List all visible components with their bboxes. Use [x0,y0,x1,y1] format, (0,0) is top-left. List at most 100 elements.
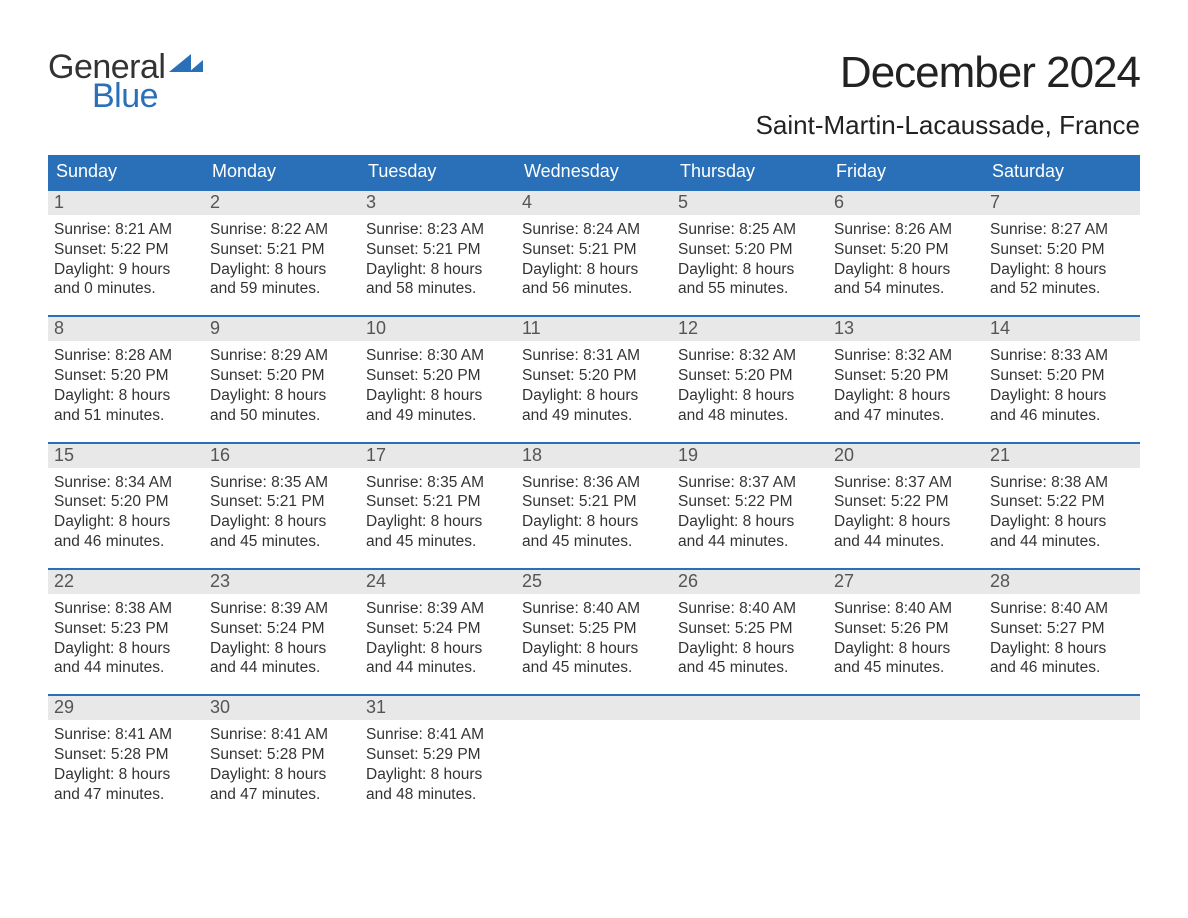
daylight-line2: and 59 minutes. [210,279,354,299]
weekday-header-row: SundayMondayTuesdayWednesdayThursdayFrid… [48,155,1140,189]
daylight-line1: Daylight: 8 hours [366,260,510,280]
day-number: 14 [984,317,1140,341]
sunrise-line: Sunrise: 8:37 AM [834,473,978,493]
sunrise-line: Sunrise: 8:40 AM [990,599,1134,619]
daylight-line2: and 47 minutes. [834,406,978,426]
daylight-line1: Daylight: 8 hours [678,386,822,406]
calendar: SundayMondayTuesdayWednesdayThursdayFrid… [48,155,1140,805]
daylight-line2: and 46 minutes. [54,532,198,552]
day-cell: Sunrise: 8:28 AMSunset: 5:20 PMDaylight:… [48,341,204,425]
day-number: 9 [204,317,360,341]
daylight-line2: and 44 minutes. [366,658,510,678]
location: Saint-Martin-Lacaussade, France [756,110,1140,141]
sunrise-line: Sunrise: 8:37 AM [678,473,822,493]
daylight-line2: and 51 minutes. [54,406,198,426]
calendar-week: 15161718192021Sunrise: 8:34 AMSunset: 5:… [48,442,1140,552]
daylight-line1: Daylight: 8 hours [210,260,354,280]
sunrise-line: Sunrise: 8:28 AM [54,346,198,366]
daylight-line2: and 0 minutes. [54,279,198,299]
sunset-line: Sunset: 5:20 PM [522,366,666,386]
day-cell [984,720,1140,804]
daylight-line2: and 45 minutes. [678,658,822,678]
day-number: 8 [48,317,204,341]
day-cell: Sunrise: 8:40 AMSunset: 5:25 PMDaylight:… [672,594,828,678]
daylight-line2: and 47 minutes. [54,785,198,805]
day-body-row: Sunrise: 8:38 AMSunset: 5:23 PMDaylight:… [48,594,1140,678]
title-block: December 2024 Saint-Martin-Lacaussade, F… [756,48,1140,141]
daylight-line2: and 45 minutes. [210,532,354,552]
day-number: 17 [360,444,516,468]
day-number: 25 [516,570,672,594]
sunset-line: Sunset: 5:20 PM [678,240,822,260]
daylight-line1: Daylight: 9 hours [54,260,198,280]
sunrise-line: Sunrise: 8:40 AM [678,599,822,619]
daylight-line2: and 44 minutes. [210,658,354,678]
sunrise-line: Sunrise: 8:23 AM [366,220,510,240]
day-cell: Sunrise: 8:38 AMSunset: 5:22 PMDaylight:… [984,468,1140,552]
day-number: 11 [516,317,672,341]
sunset-line: Sunset: 5:20 PM [54,492,198,512]
sunrise-line: Sunrise: 8:35 AM [210,473,354,493]
sunset-line: Sunset: 5:26 PM [834,619,978,639]
day-cell: Sunrise: 8:38 AMSunset: 5:23 PMDaylight:… [48,594,204,678]
sunrise-line: Sunrise: 8:32 AM [678,346,822,366]
daylight-line1: Daylight: 8 hours [990,386,1134,406]
day-cell: Sunrise: 8:23 AMSunset: 5:21 PMDaylight:… [360,215,516,299]
sunset-line: Sunset: 5:20 PM [366,366,510,386]
day-number: 20 [828,444,984,468]
month-title: December 2024 [756,48,1140,98]
daynum-row: 293031 [48,696,1140,720]
day-number: 31 [360,696,516,720]
sunrise-line: Sunrise: 8:22 AM [210,220,354,240]
day-number [984,696,1140,720]
day-number: 18 [516,444,672,468]
day-number: 7 [984,191,1140,215]
daylight-line1: Daylight: 8 hours [834,639,978,659]
day-number: 3 [360,191,516,215]
sunset-line: Sunset: 5:20 PM [678,366,822,386]
daylight-line1: Daylight: 8 hours [522,639,666,659]
sunset-line: Sunset: 5:29 PM [366,745,510,765]
daylight-line2: and 44 minutes. [54,658,198,678]
sunset-line: Sunset: 5:28 PM [54,745,198,765]
sunrise-line: Sunrise: 8:31 AM [522,346,666,366]
sunset-line: Sunset: 5:22 PM [54,240,198,260]
daylight-line2: and 46 minutes. [990,658,1134,678]
day-number: 29 [48,696,204,720]
daylight-line2: and 45 minutes. [522,658,666,678]
daylight-line2: and 49 minutes. [366,406,510,426]
day-cell: Sunrise: 8:29 AMSunset: 5:20 PMDaylight:… [204,341,360,425]
day-number: 19 [672,444,828,468]
daylight-line1: Daylight: 8 hours [366,386,510,406]
calendar-week: 1234567Sunrise: 8:21 AMSunset: 5:22 PMDa… [48,189,1140,299]
logo-word2: Blue [92,77,165,116]
daylight-line1: Daylight: 8 hours [210,765,354,785]
day-cell: Sunrise: 8:22 AMSunset: 5:21 PMDaylight:… [204,215,360,299]
sunset-line: Sunset: 5:25 PM [678,619,822,639]
daynum-row: 1234567 [48,191,1140,215]
sunrise-line: Sunrise: 8:34 AM [54,473,198,493]
day-number: 30 [204,696,360,720]
day-number: 10 [360,317,516,341]
day-number: 28 [984,570,1140,594]
sunset-line: Sunset: 5:20 PM [834,366,978,386]
day-number: 13 [828,317,984,341]
daylight-line1: Daylight: 8 hours [366,765,510,785]
daylight-line1: Daylight: 8 hours [54,512,198,532]
day-number: 16 [204,444,360,468]
daylight-line2: and 50 minutes. [210,406,354,426]
weekday-header: Thursday [672,155,828,189]
sunset-line: Sunset: 5:21 PM [210,240,354,260]
weekday-header: Friday [828,155,984,189]
sunset-line: Sunset: 5:25 PM [522,619,666,639]
day-cell: Sunrise: 8:37 AMSunset: 5:22 PMDaylight:… [672,468,828,552]
daylight-line1: Daylight: 8 hours [678,639,822,659]
daylight-line1: Daylight: 8 hours [54,639,198,659]
daylight-line2: and 45 minutes. [834,658,978,678]
daylight-line1: Daylight: 8 hours [990,639,1134,659]
day-cell: Sunrise: 8:37 AMSunset: 5:22 PMDaylight:… [828,468,984,552]
day-number: 21 [984,444,1140,468]
daylight-line1: Daylight: 8 hours [834,260,978,280]
day-body-row: Sunrise: 8:41 AMSunset: 5:28 PMDaylight:… [48,720,1140,804]
daylight-line1: Daylight: 8 hours [678,512,822,532]
